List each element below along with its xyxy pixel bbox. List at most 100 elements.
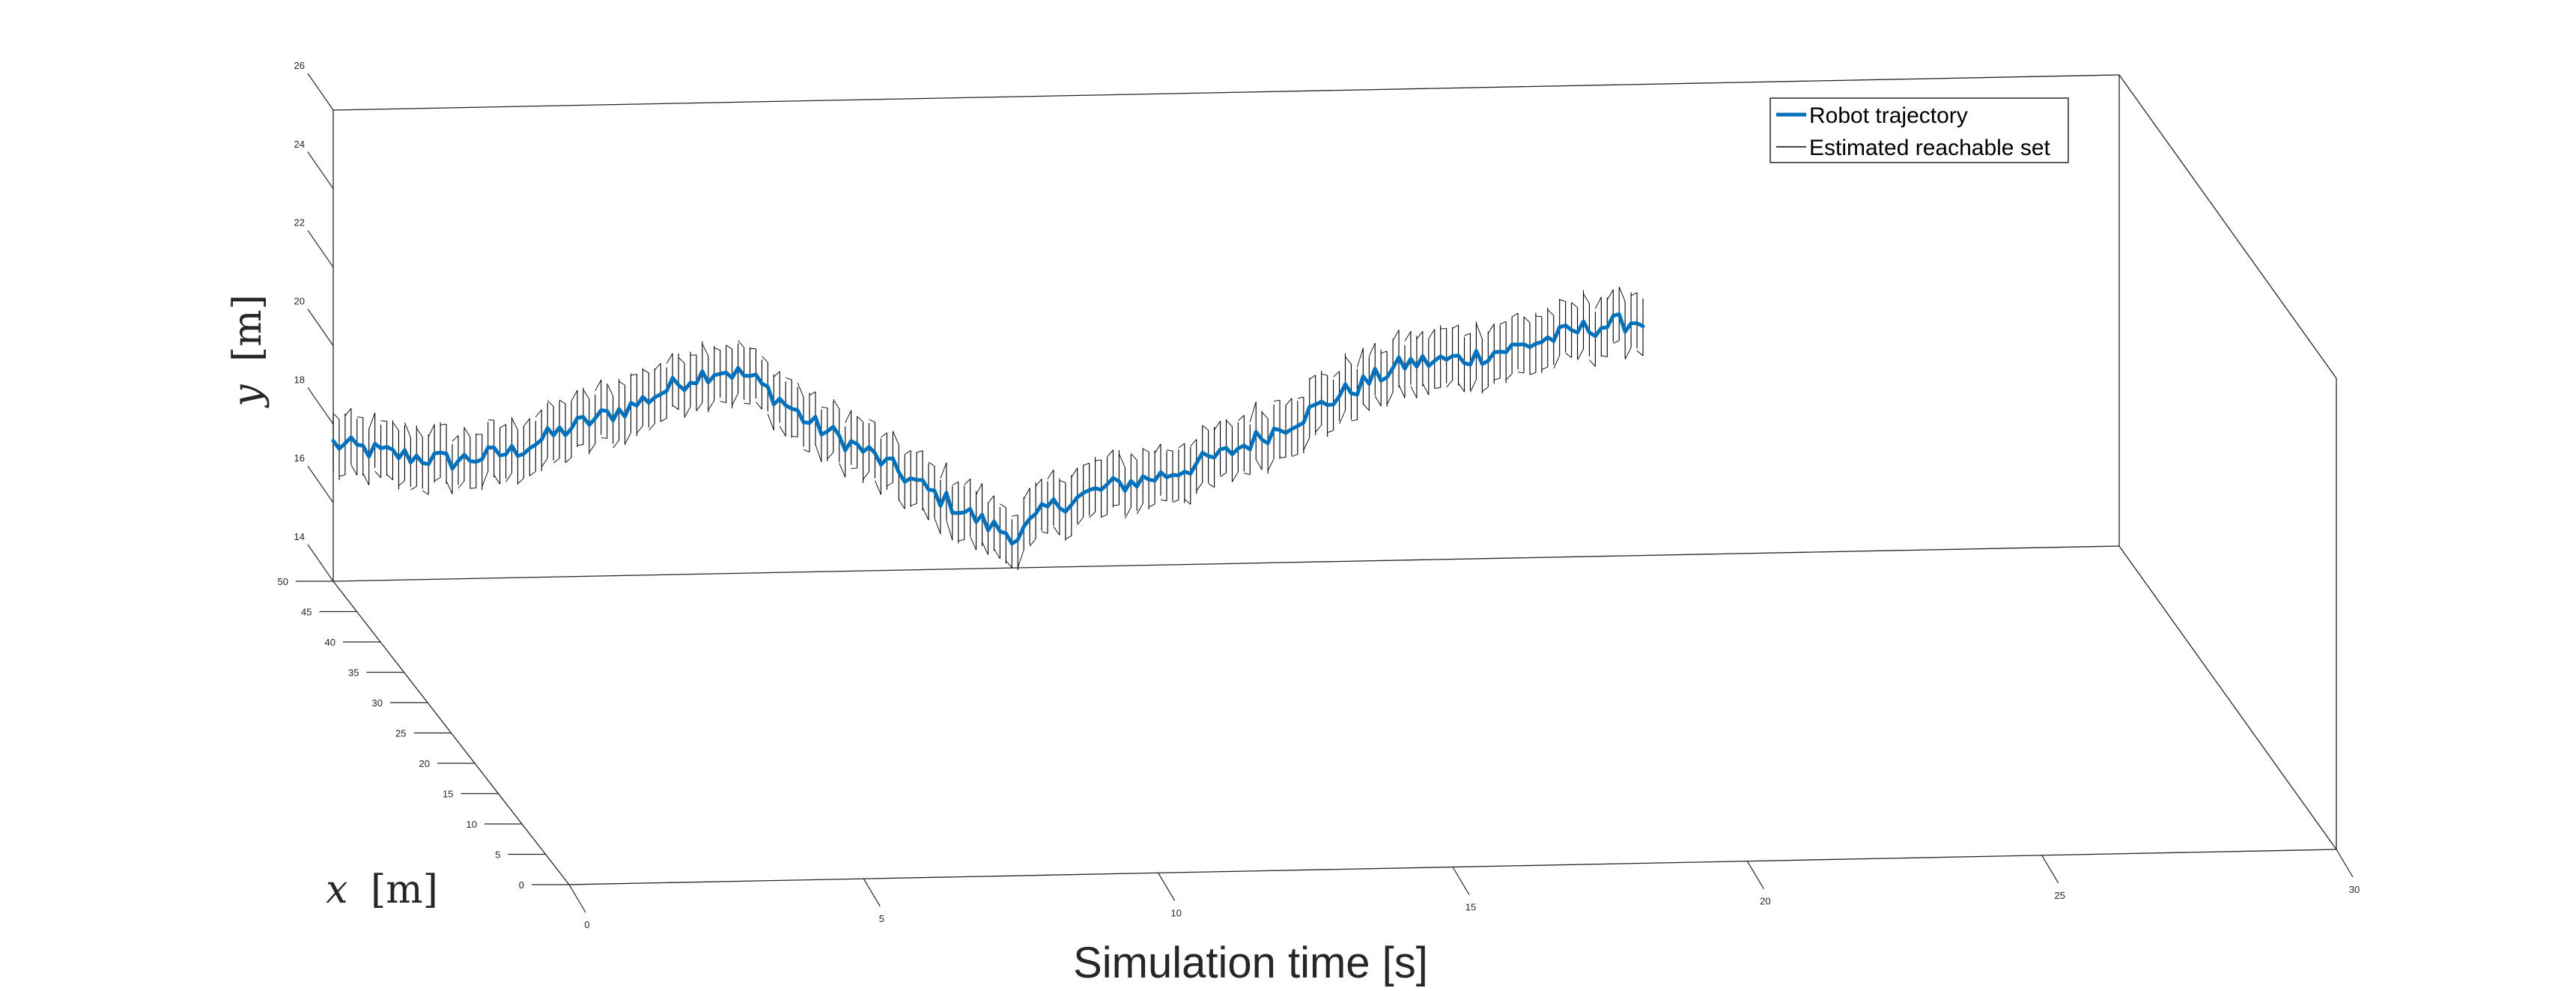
reachable-interval-link bbox=[1184, 498, 1191, 505]
x-axis-tick-label: 35 bbox=[348, 667, 359, 679]
reachable-interval-link bbox=[892, 431, 899, 445]
reachable-interval-link bbox=[607, 383, 614, 397]
axes-box bbox=[332, 74, 2337, 885]
z-axis-title-unit: [m] bbox=[225, 294, 270, 362]
reachable-interval-link bbox=[1559, 299, 1566, 302]
reachable-interval-link bbox=[535, 409, 542, 418]
reachable-interval-link bbox=[1553, 355, 1561, 369]
reachable-interval-link bbox=[1095, 459, 1102, 461]
reachable-interval-link bbox=[1428, 329, 1436, 339]
reachable-interval-link bbox=[1274, 399, 1281, 402]
reachable-interval-link bbox=[762, 356, 768, 363]
y-axis-tick-label: 18 bbox=[294, 374, 305, 385]
reachable-interval-link bbox=[1458, 383, 1465, 393]
time-axis-tick bbox=[568, 884, 586, 913]
reachable-interval-link bbox=[714, 347, 720, 351]
time-axis-tick-label: 30 bbox=[2349, 884, 2360, 895]
reachable-interval-link bbox=[666, 353, 673, 364]
reachable-interval-link bbox=[380, 420, 387, 422]
reachable-interval-link bbox=[1529, 372, 1537, 375]
reachable-interval-link bbox=[1107, 449, 1114, 458]
reachable-interval-link bbox=[690, 354, 696, 356]
time-axis-tick bbox=[1452, 867, 1470, 895]
reachable-interval-link bbox=[1220, 472, 1227, 478]
reachable-interval-link bbox=[738, 340, 744, 348]
time-axis-tick-label: 20 bbox=[1760, 896, 1770, 907]
y-axis-title-unit: [m] bbox=[371, 867, 438, 912]
reachable-interval-link bbox=[904, 449, 911, 455]
x-axis-tick-label: 0 bbox=[519, 879, 524, 891]
reachable-interval-link bbox=[1398, 384, 1406, 398]
box-edge-top-back bbox=[332, 74, 2120, 111]
reachable-interval-link bbox=[541, 458, 548, 467]
reachable-interval-link bbox=[458, 480, 465, 489]
reachable-interval-link bbox=[1517, 372, 1525, 374]
reachable-interval-link bbox=[898, 499, 905, 509]
reachable-interval-link bbox=[1630, 292, 1638, 297]
reachable-interval-link bbox=[1624, 347, 1632, 360]
reachable-interval-link bbox=[1202, 425, 1209, 431]
reachable-interval-link bbox=[1327, 430, 1334, 433]
reachable-interval-link bbox=[1571, 302, 1578, 308]
reachable-interval-link bbox=[851, 467, 857, 470]
box-edge-floor-back bbox=[332, 545, 2120, 582]
reachable-interval-link bbox=[398, 480, 405, 486]
reachable-interval-link bbox=[1618, 286, 1626, 302]
y-axis-tick bbox=[307, 151, 334, 190]
reachable-interval-link bbox=[1315, 425, 1322, 433]
reachable-interval-link bbox=[332, 413, 340, 420]
reachable-interval-link bbox=[654, 363, 661, 371]
reachable-interval-link bbox=[440, 423, 447, 425]
axis-tick-labels: 0 5 10 15 20 25 30 0 5 10 15 20 25 30 35 40 45 50 14 16 18 20… bbox=[278, 60, 2360, 930]
reachable-interval-link bbox=[595, 379, 602, 392]
reachable-interval-link bbox=[589, 443, 596, 453]
reachable-interval-link bbox=[1565, 352, 1572, 358]
reachable-interval-link bbox=[643, 369, 649, 374]
reachable-interval-link bbox=[1613, 340, 1620, 344]
reachable-interval-link bbox=[660, 417, 667, 422]
reachable-interval-link bbox=[553, 458, 560, 464]
reachable-interval-link bbox=[1267, 458, 1275, 471]
reachable-interval-link bbox=[940, 462, 947, 479]
time-axis-tick bbox=[1746, 861, 1764, 889]
reachable-interval-link bbox=[1006, 560, 1012, 569]
reachable-interval-link bbox=[1487, 324, 1495, 334]
reachable-interval-link bbox=[446, 481, 453, 494]
reachable-interval-link bbox=[786, 377, 792, 381]
time-axis-tick bbox=[1158, 873, 1176, 901]
reachable-interval-link bbox=[678, 357, 685, 364]
reachable-interval-link bbox=[523, 418, 530, 427]
reachable-interval-link bbox=[482, 470, 489, 487]
reachable-interval-link bbox=[1422, 383, 1430, 396]
time-axis-tick-label: 25 bbox=[2054, 890, 2065, 901]
reachable-interval-link bbox=[696, 402, 703, 411]
reachable-interval-link bbox=[386, 474, 393, 480]
reachable-interval-link bbox=[1470, 379, 1477, 393]
y-axis-tick-label: 20 bbox=[294, 296, 305, 307]
reachable-interval-link bbox=[1482, 387, 1489, 393]
reachable-interval-link bbox=[1148, 503, 1155, 508]
reachable-interval-link bbox=[881, 432, 887, 438]
y-axis-tick-label: 16 bbox=[294, 452, 305, 464]
reachable-interval-link bbox=[779, 425, 786, 437]
reachable-interval-link bbox=[517, 478, 524, 484]
reachable-interval-link bbox=[1321, 373, 1328, 376]
reachable-interval-link bbox=[1261, 411, 1269, 419]
y-axis-tick-label: 26 bbox=[294, 60, 305, 71]
reachable-interval-link bbox=[1500, 321, 1507, 325]
reachable-interval-link bbox=[952, 481, 959, 486]
reachable-interval-link bbox=[350, 464, 358, 476]
reachable-interval-link bbox=[493, 474, 500, 485]
legend: Robot trajectory Estimated reachable set bbox=[1770, 97, 2069, 163]
reachable-interval-link bbox=[1589, 360, 1596, 367]
x-axis-tick-label: 25 bbox=[395, 728, 406, 739]
reachable-interval-link bbox=[916, 449, 923, 453]
x-axis-tick-label: 20 bbox=[419, 758, 430, 769]
reachable-interval-link bbox=[1636, 350, 1644, 357]
reachable-interval-link bbox=[1594, 297, 1602, 309]
time-axis-tick bbox=[2041, 855, 2059, 884]
y-axis-tick bbox=[307, 544, 334, 582]
reachable-interval-link bbox=[1464, 333, 1471, 336]
reachable-interval-link bbox=[1356, 348, 1364, 368]
reachable-interval-link bbox=[672, 404, 679, 410]
